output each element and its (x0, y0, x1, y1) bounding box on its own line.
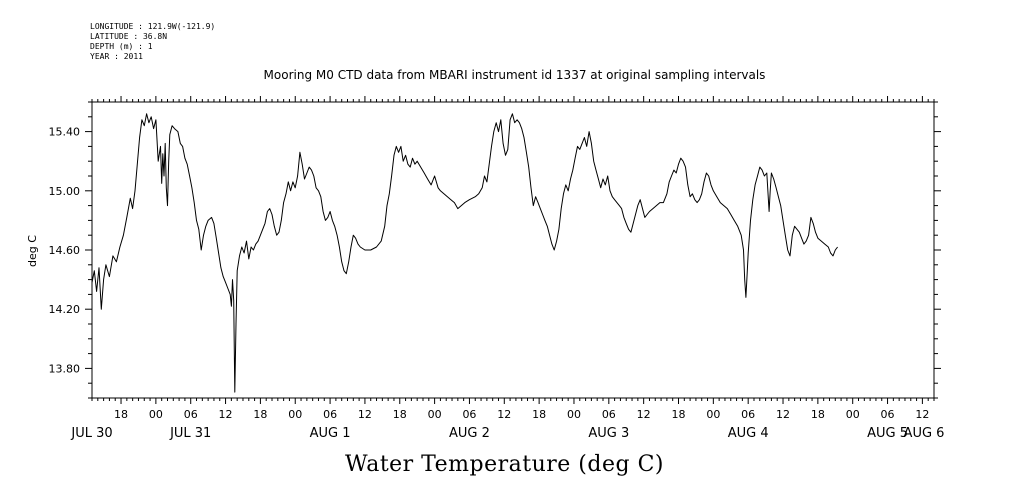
x-day-label: JUL 30 (70, 426, 112, 441)
y-tick-label: 13.80 (49, 362, 81, 375)
longitude-label: LONGITUDE : 121.9W(-121.9) (90, 22, 216, 31)
data-layer (91, 113, 838, 393)
x-day-label: AUG 2 (449, 426, 490, 441)
axes-layer: 13.80 14.20 14.60 15.00 15.40 18 00 06 12 18 00 06 1… (49, 96, 945, 441)
year-label: YEAR : 2011 (90, 52, 143, 61)
x-day-label: AUG 4 (728, 426, 769, 441)
x-hour-label: 06 (741, 408, 755, 421)
temperature-series-line (91, 113, 838, 393)
x-hour-label: 00 (846, 408, 860, 421)
x-hour-label: 12 (358, 408, 372, 421)
x-hour-label: 12 (219, 408, 233, 421)
x-day-label: AUG 5 (867, 426, 908, 441)
depth-label: DEPTH (m) : 1 (90, 42, 153, 51)
x-hour-label: 00 (567, 408, 581, 421)
x-hour-label: 12 (776, 408, 790, 421)
x-hour-label: 18 (253, 408, 267, 421)
x-axis-label: Water Temperature (deg C) (345, 452, 664, 477)
x-day-label: JUL 31 (169, 426, 211, 441)
y-tick-label: 15.40 (49, 126, 81, 139)
x-hour-label: 18 (811, 408, 825, 421)
y-tick-label: 14.20 (49, 303, 81, 316)
x-hour-label: 06 (462, 408, 476, 421)
x-hour-label: 18 (671, 408, 685, 421)
station-metadata: LONGITUDE : 121.9W(-121.9) LATITUDE : 36… (90, 22, 215, 62)
x-hour-label: 00 (428, 408, 442, 421)
x-day-label: AUG 1 (310, 426, 351, 441)
x-day-label: AUG 3 (588, 426, 629, 441)
y-axis-label: deg C (26, 235, 39, 267)
y-tick-label: 15.00 (49, 185, 81, 198)
x-hour-label: 12 (915, 408, 929, 421)
x-hour-label: 06 (602, 408, 616, 421)
x-hour-label: 18 (114, 408, 128, 421)
x-hour-label: 06 (184, 408, 198, 421)
x-hour-label: 18 (532, 408, 546, 421)
x-hour-label: 18 (393, 408, 407, 421)
x-hour-label: 06 (323, 408, 337, 421)
x-hour-label: 06 (881, 408, 895, 421)
chart-title: Mooring M0 CTD data from MBARI instrumen… (263, 68, 766, 82)
x-hour-label: 00 (706, 408, 720, 421)
x-hour-label: 12 (497, 408, 511, 421)
y-tick-label: 14.60 (49, 244, 81, 257)
x-hour-label: 12 (637, 408, 651, 421)
x-day-label: AUG 6 (904, 426, 945, 441)
x-hour-label: 00 (288, 408, 302, 421)
x-hour-label: 00 (149, 408, 163, 421)
latitude-label: LATITUDE : 36.8N (90, 32, 168, 41)
